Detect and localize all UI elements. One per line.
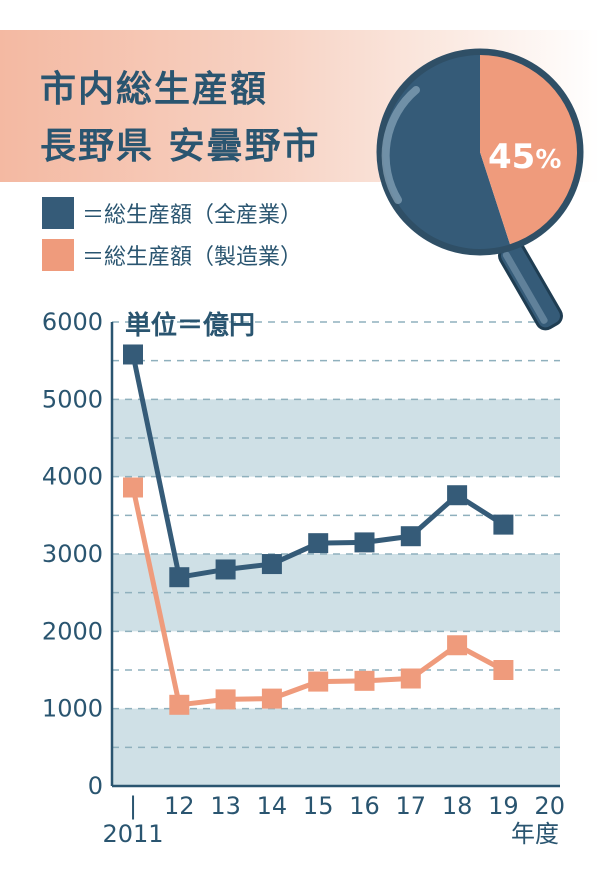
series-0-point xyxy=(308,533,329,554)
x-tick-label-2011: 2011 xyxy=(102,820,163,848)
chart-subtitle: 長野県 安曇野市 xyxy=(40,125,321,167)
series-1-point xyxy=(493,660,514,680)
series-0-point xyxy=(354,532,375,553)
x-tick-label: 20 xyxy=(534,792,565,820)
series-1-point xyxy=(447,635,468,656)
x-tick-label: 19 xyxy=(488,792,519,820)
y-tick-label: 6000 xyxy=(42,308,103,336)
magnifier-glare xyxy=(381,86,420,204)
y-tick-label: 4000 xyxy=(42,463,103,491)
legend-label-manufacturing: ＝総生産額（製造業） xyxy=(82,245,303,270)
series-0-point xyxy=(447,485,468,506)
series-0-point xyxy=(400,526,421,547)
unit-label: 単位＝億円 xyxy=(125,310,255,341)
magnifier-handle-highlight xyxy=(502,251,548,324)
y-axis-ticks: 0 1000 2000 3000 4000 5000 6000 xyxy=(42,308,103,800)
series-0-point xyxy=(261,554,282,575)
legend-swatch-manufacturing xyxy=(42,239,74,271)
legend-label-all-industries: ＝総生産額（全産業） xyxy=(82,203,303,228)
series-1-point xyxy=(169,694,190,715)
legend-item-all-industries: ＝総生産額（全産業） xyxy=(42,196,302,230)
chart-title: 市内総生産額 xyxy=(40,68,269,110)
x-axis-ticks: | 12 13 14 15 16 17 18 19 20 2011 年度 xyxy=(102,792,565,848)
y-tick-label: 3000 xyxy=(42,540,103,568)
x-tick-label: 12 xyxy=(164,792,195,820)
x-tick-label: 15 xyxy=(303,792,334,820)
x-tick-label: 17 xyxy=(396,792,427,820)
series-0-point xyxy=(493,514,514,535)
series-1-point xyxy=(123,477,143,498)
chart-gridlines xyxy=(112,321,560,749)
y-tick-label: 0 xyxy=(88,772,103,800)
x-axis-label: 年度 xyxy=(511,820,559,848)
legend-swatch-all-industries xyxy=(42,197,74,229)
y-tick-label: 2000 xyxy=(42,617,103,645)
y-tick-label: 1000 xyxy=(42,695,103,723)
pie-slice-manufacturing-share xyxy=(480,55,577,245)
legend-item-manufacturing: ＝総生産額（製造業） xyxy=(42,238,302,272)
x-tick-label: 18 xyxy=(442,792,473,820)
series-1-point xyxy=(400,668,421,689)
chart-background-bands xyxy=(112,399,560,786)
chart-series xyxy=(123,344,514,715)
magnifier-pie-icon: 45% xyxy=(376,48,584,331)
series-1-point xyxy=(354,670,375,691)
pie-percent-label: 45% xyxy=(488,137,561,177)
series-0-point xyxy=(169,567,190,588)
series-0-point xyxy=(123,344,143,365)
series-1-point xyxy=(308,671,329,692)
pie-slice-rest xyxy=(383,55,510,250)
x-tick-label: | xyxy=(129,792,137,820)
x-tick-label: 16 xyxy=(349,792,380,820)
y-tick-label: 5000 xyxy=(42,385,103,413)
series-0-point xyxy=(215,559,236,580)
series-1-point xyxy=(215,689,236,710)
x-tick-label: 14 xyxy=(257,792,288,820)
series-1-point xyxy=(261,688,282,709)
x-tick-label: 13 xyxy=(210,792,241,820)
chart-axes xyxy=(110,322,560,788)
